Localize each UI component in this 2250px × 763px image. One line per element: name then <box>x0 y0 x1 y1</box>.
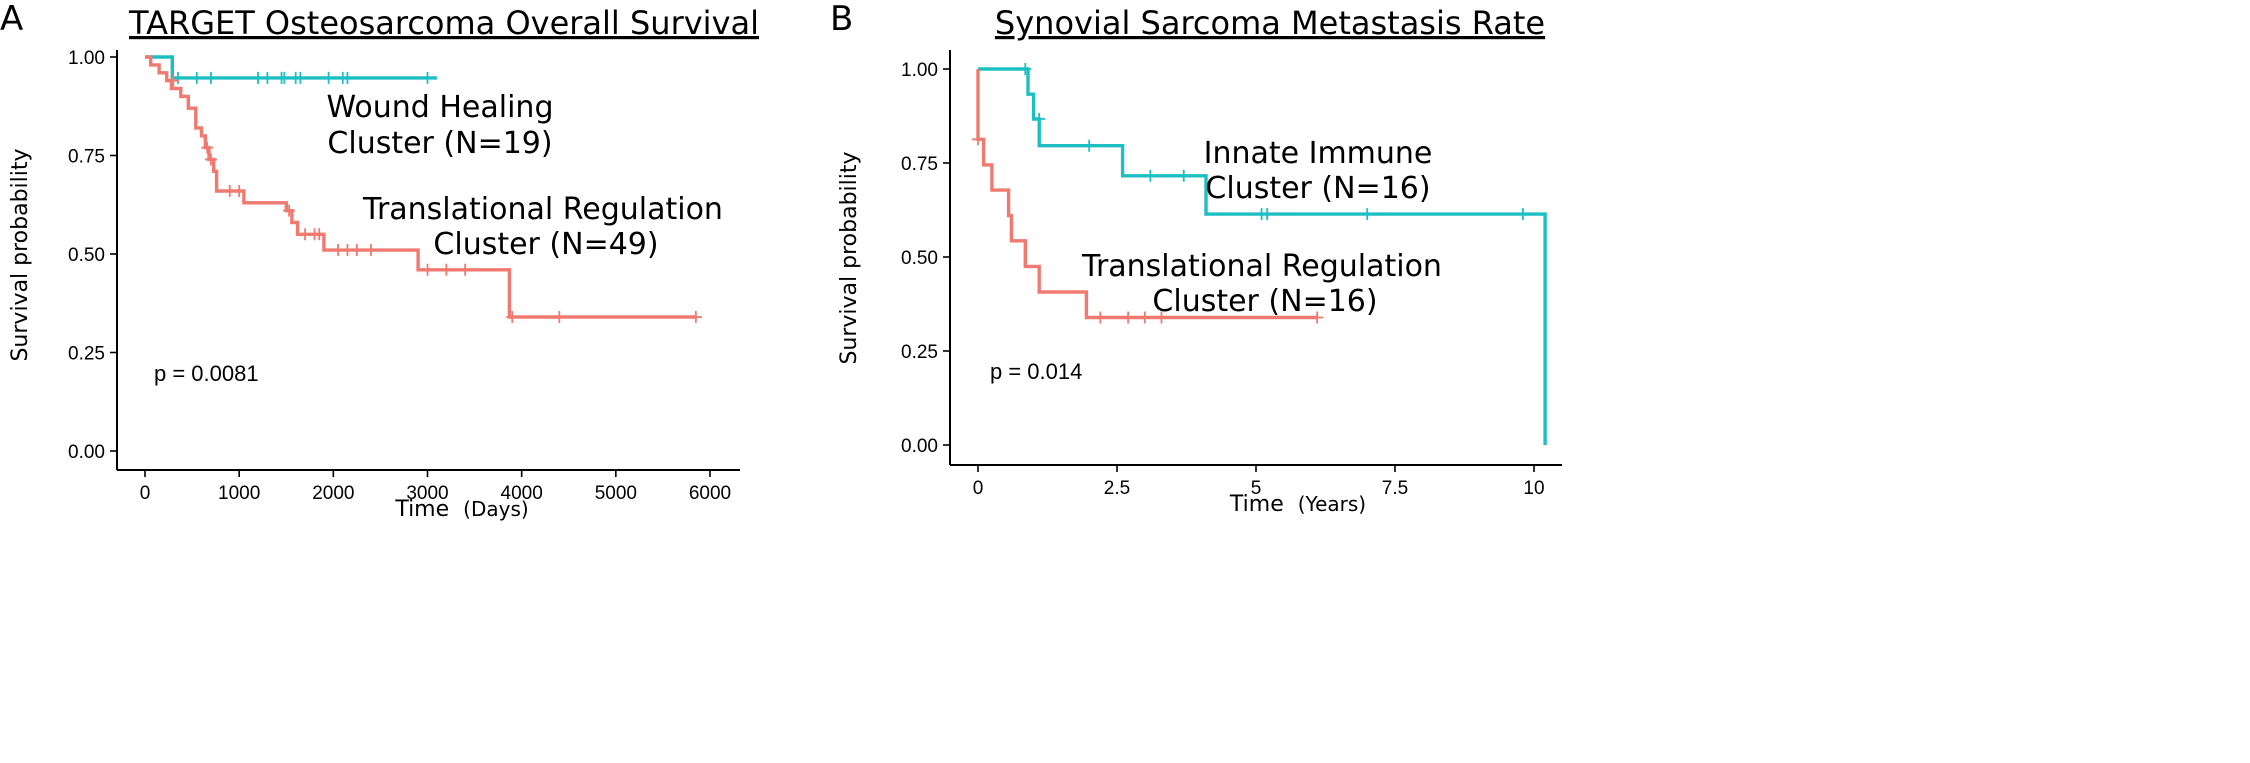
panel-b-series-a-label-line1: Translational Regulation <box>1081 249 1442 284</box>
panel-b-series-b-label-line2: Cluster (N=16) <box>1205 171 1430 206</box>
panel-b-censor-mark <box>1138 311 1151 324</box>
panel-a-censor-mark <box>204 153 217 166</box>
panel-a-censor-mark <box>689 311 702 324</box>
panel-a-series-b-label-line1: Wound Healing <box>327 90 554 125</box>
panel-a-y-tick-label: 0.75 <box>68 147 105 168</box>
panel-a-x-tick-label: 3000 <box>406 483 448 504</box>
panel-a-censor-mark <box>440 263 453 276</box>
panel-a-censor-mark <box>365 244 377 257</box>
panel-a-x-tick-label: 5000 <box>595 483 637 504</box>
panel-b-censor-mark <box>1516 208 1529 221</box>
panel-b-x-tick-label: 2.5 <box>1104 478 1130 499</box>
panel-b-censor-mark <box>1033 113 1046 126</box>
panel-a-censor-mark <box>350 244 363 257</box>
panel-a-x-tick-label: 0 <box>140 483 151 504</box>
panel-b-x-axis-title: Time (Years) <box>1229 492 1366 517</box>
panel-a-x-unit: (Days) <box>463 497 529 521</box>
panel-b-censor-mark <box>1311 311 1324 324</box>
panel-a-y-axis-title: Survival probability <box>8 148 33 361</box>
panel-a-y-tick-label: 0.25 <box>68 344 105 365</box>
panel-a-series-line-1 <box>145 55 437 80</box>
panel-b-x-tick-label: 10 <box>1523 478 1544 499</box>
panel-b-series-b-label-line1: Innate Immune <box>1204 136 1433 171</box>
panel-a-censor-mark <box>278 71 291 84</box>
panel-b-x-tick-label: 5 <box>1251 478 1262 499</box>
panel-a-censor-mark <box>322 71 335 84</box>
panel-b-x-label: Time <box>1229 492 1284 517</box>
panel-a-x-ticks: 0 1000 2000 3000 4000 5000 6000 <box>140 470 731 504</box>
panel-a-censor-mark <box>233 184 246 197</box>
panel-a-censor-mark <box>204 71 217 84</box>
panel-b-censor-mark <box>1122 311 1135 324</box>
panel-b-y-tick-label: 0.75 <box>901 154 938 175</box>
panel-b-series-a-label-line2: Cluster (N=16) <box>1152 284 1377 319</box>
panel-b-censor-mark <box>1094 311 1107 324</box>
panel-b-x-ticks: 0 2.5 5 7.5 10 <box>973 465 1545 499</box>
panel-b-censor-mark <box>972 133 984 146</box>
panel-a-x-tick-label: 1000 <box>218 483 260 504</box>
panel-a-x-axis-title: Time (Days) <box>394 497 528 522</box>
panel-a-censor-mark <box>190 71 203 84</box>
panel-b-censor-mark <box>1083 139 1096 152</box>
panel-b-y-tick-label: 0.50 <box>901 248 938 269</box>
panel-b-censor-mark <box>1261 208 1274 221</box>
panel-b-title: Synovial Sarcoma Metastasis Rate <box>995 4 1545 42</box>
panel-a-censor-mark <box>459 263 472 276</box>
panel-a-x-tick-label: 6000 <box>689 483 731 504</box>
panel-a-censor-mark <box>341 71 354 84</box>
panel-a: A TARGET Osteosarcoma Overall Survival 0… <box>0 0 759 522</box>
panel-a-series <box>145 55 702 324</box>
panel-a-censor-mark <box>313 228 326 241</box>
panel-a-censor-mark <box>553 311 566 324</box>
panel-b-y-axis-title: Survival probability <box>837 151 862 364</box>
panel-a-censor-mark <box>167 74 180 87</box>
panel-b-censor-mark <box>1361 208 1374 221</box>
panel-b-series <box>972 63 1547 445</box>
panel-b: B Synovial Sarcoma Metastasis Rate 0.000… <box>830 0 1562 517</box>
panel-a-x-tick-label: 4000 <box>501 483 543 504</box>
panel-a-y-tick-label: 0.50 <box>68 245 105 266</box>
panel-b-x-tick-label: 0 <box>973 478 984 499</box>
panel-b-y-tick-label: 1.00 <box>901 60 938 81</box>
panel-a-y-tick-label: 0.00 <box>68 442 105 463</box>
panel-b-y-tick-label: 0.25 <box>901 342 938 363</box>
panel-a-label: A <box>0 0 23 39</box>
panel-a-x-label: Time <box>394 497 449 522</box>
panel-a-series-b-label-line2: Cluster (N=19) <box>327 126 552 161</box>
panel-a-censor-mark <box>506 311 519 324</box>
panel-b-censor-mark <box>1177 169 1190 182</box>
panel-a-censor-mark <box>283 204 296 217</box>
panel-a-censor-mark <box>294 71 307 84</box>
panel-a-censor-mark <box>421 263 434 276</box>
panel-b-y-tick-label: 0.00 <box>901 436 938 457</box>
panel-a-pvalue: p = 0.0081 <box>154 361 259 386</box>
panel-b-pvalue: p = 0.014 <box>990 359 1082 384</box>
panel-a-series-a-label-line2: Cluster (N=49) <box>433 227 658 262</box>
panel-b-censor-mark <box>1155 311 1168 324</box>
panel-a-x-tick-label: 2000 <box>312 483 354 504</box>
panel-a-censor-mark <box>421 71 434 84</box>
panel-a-censor-mark <box>261 71 274 84</box>
panel-b-x-tick-label: 7.5 <box>1382 478 1408 499</box>
panel-b-censor-mark <box>1019 63 1032 75</box>
panel-b-y-ticks: 0.00 0.25 0.50 0.75 1.00 <box>901 60 950 457</box>
panel-a-series-a-label-line1: Translational Regulation <box>362 192 723 227</box>
panel-b-label: B <box>830 0 853 39</box>
panel-a-y-ticks: 0.00 0.25 0.50 0.75 1.00 <box>68 48 117 463</box>
panel-b-x-unit: (Years) <box>1298 492 1366 516</box>
panel-a-y-tick-label: 1.00 <box>68 48 105 69</box>
panel-b-series-line-1 <box>978 67 1547 445</box>
panel-a-title: TARGET Osteosarcoma Overall Survival <box>128 4 759 42</box>
panel-a-censor-mark <box>201 141 214 154</box>
panel-b-censor-mark <box>1144 169 1157 182</box>
